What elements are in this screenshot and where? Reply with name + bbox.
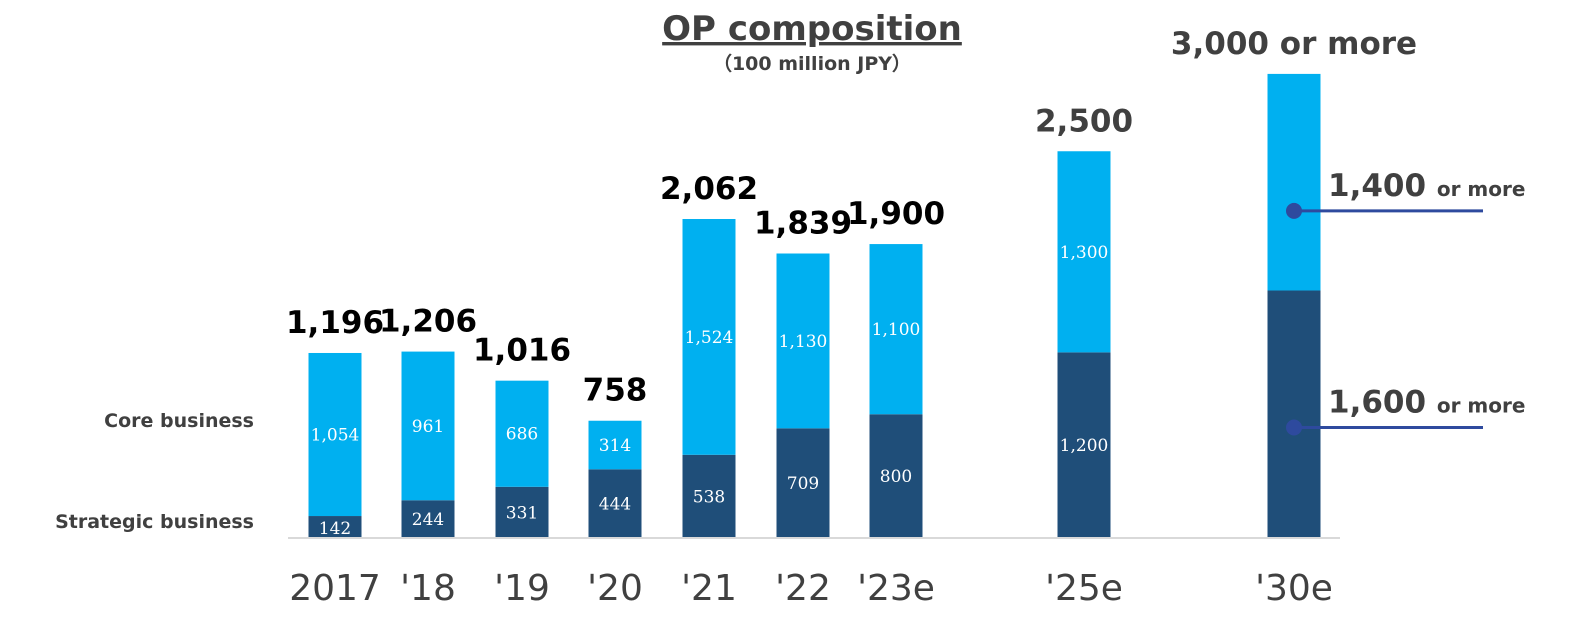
value-label-core-0: 1,054 [311,426,360,446]
bar-core-4 [682,219,736,455]
x-tick-label-3: '20 [587,568,643,609]
x-tick-label-6: '23e [857,568,935,609]
value-label-core-1: 961 [412,417,444,437]
value-label-strategic-3: 444 [599,495,631,515]
annotation-suffix-0: or more [1437,177,1526,201]
x-tick-label-8: '30e [1255,568,1333,609]
chart-title: OP composition [662,9,962,49]
total-label-1: 1,206 [379,304,477,340]
total-label-6: 1,900 [847,196,945,232]
bar-strategic-1 [401,500,455,538]
total-label-2: 1,016 [473,333,571,369]
bar-core-8 [1267,73,1321,291]
bar-core-2 [495,380,549,487]
bar-strategic-2 [495,486,549,538]
x-tick-label-1: '18 [400,568,456,609]
value-label-strategic-4: 538 [693,487,725,507]
bar-core-7 [1057,151,1111,353]
x-tick-label-7: '25e [1045,568,1123,609]
value-label-strategic-6: 800 [880,467,912,487]
bar-core-3 [588,420,642,470]
value-label-strategic-5: 709 [787,474,819,494]
bar-strategic-5 [776,428,830,538]
bar-strategic-7 [1057,352,1111,538]
total-label-5: 1,839 [754,206,852,242]
annotation-dot-0 [1286,202,1302,219]
labels-layer: 142 1,054 1,196 2017 244 961 1,206 '18 331 686 1,0… [286,26,1417,609]
value-label-core-7: 1,300 [1060,243,1109,263]
bar-strategic-3 [588,469,642,538]
annotation-dot-1 [1286,419,1302,436]
value-label-strategic-1: 244 [412,510,444,530]
x-tick-label-4: '21 [681,568,737,609]
total-label-3: 758 [583,373,648,409]
value-label-core-6: 1,100 [872,320,921,340]
value-label-strategic-0: 142 [319,519,351,539]
bars-layer [308,73,1321,538]
value-label-strategic-7: 1,200 [1060,436,1109,456]
bar-strategic-6 [869,414,923,538]
bar-strategic-4 [682,454,736,538]
value-label-core-4: 1,524 [685,328,734,348]
bar-core-1 [401,351,455,501]
value-label-strategic-2: 331 [506,503,538,523]
total-label-0: 1,196 [286,305,384,341]
legend-label-core: Core business [104,410,254,432]
value-label-core-3: 314 [599,436,631,456]
x-tick-label-5: '22 [775,568,831,609]
value-label-core-5: 1,130 [779,332,828,352]
legend-label-strategic: Strategic business [55,511,254,533]
total-label-8: 3,000 or more [1171,26,1417,62]
x-tick-label-2: '19 [494,568,550,609]
bar-strategic-8 [1267,290,1321,538]
annotation-number-1: 1,600 [1328,384,1437,420]
x-tick-label-0: 2017 [289,568,381,609]
bar-core-0 [308,352,362,517]
bar-core-6 [869,244,923,415]
total-label-7: 2,500 [1035,103,1133,139]
bar-strategic-0 [308,516,362,538]
bar-core-5 [776,253,830,429]
annotation-value-0: 1,400 or more [1328,168,1525,204]
chart-subtitle: （100 million JPY） [713,52,911,75]
annotation-value-1: 1,600 or more [1328,384,1525,420]
annotation-number-0: 1,400 [1328,168,1437,204]
value-label-core-2: 686 [506,425,538,445]
total-label-4: 2,062 [660,171,758,207]
annotation-suffix-1: or more [1437,393,1526,417]
